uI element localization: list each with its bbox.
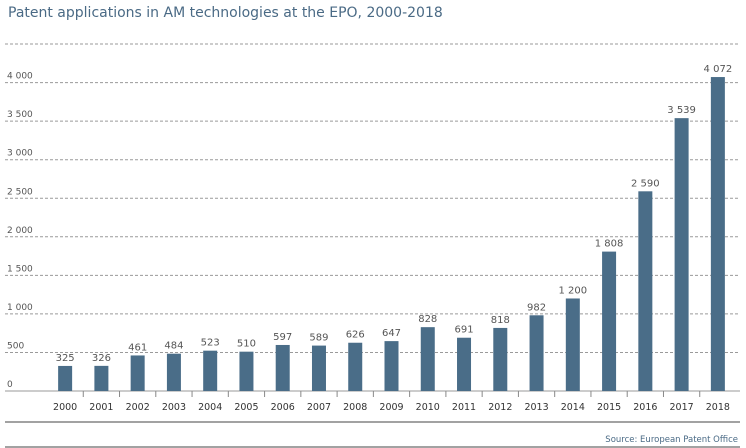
bar <box>384 341 399 391</box>
bar-value-label: 828 <box>418 314 437 325</box>
bar <box>493 327 508 391</box>
x-tick-label: 2008 <box>343 402 367 413</box>
bar-value-label: 484 <box>164 341 183 352</box>
y-tick-label: 1 000 <box>7 303 33 313</box>
bar <box>638 191 653 391</box>
bar <box>565 298 580 391</box>
bar-value-label: 510 <box>237 339 256 350</box>
bar-value-label: 3 539 <box>667 105 696 116</box>
bar-value-label: 647 <box>382 328 401 339</box>
bar-value-label: 1 808 <box>595 239 624 250</box>
x-tick-label: 2014 <box>561 402 585 413</box>
x-tick-label: 2004 <box>198 402 222 413</box>
gridlines <box>5 43 740 392</box>
x-tick-label: 2001 <box>89 402 113 413</box>
bar-value-label: 597 <box>273 332 292 343</box>
y-axis-ticks: 0 500 1 000 1 500 2 000 2 500 3 000 3 500 4 000 <box>7 72 33 390</box>
x-tick-label: 2015 <box>597 402 621 413</box>
bars <box>58 77 725 391</box>
x-tick-label: 2005 <box>234 402 258 413</box>
bar <box>239 351 254 391</box>
bar <box>529 315 544 391</box>
y-tick-label: 1 500 <box>7 264 33 274</box>
x-tick-label: 2007 <box>307 402 331 413</box>
y-tick-label: 3 000 <box>7 149 33 159</box>
x-tick-label: 2009 <box>379 402 403 413</box>
bar-value-label: 2 590 <box>631 178 660 189</box>
x-axis-ticks: 2000 2001 2002 2003 2004 2005 2006 2007 2008 2009… <box>5 391 740 448</box>
chart-title: Patent applications in AM technologies a… <box>8 5 443 21</box>
y-tick-label: 2 500 <box>7 187 33 197</box>
bar <box>602 251 617 391</box>
y-tick-label: 500 <box>7 341 24 351</box>
bar-value-label: 325 <box>56 353 75 364</box>
bar <box>674 118 689 391</box>
bar <box>166 353 181 391</box>
bar <box>130 355 145 391</box>
y-tick-label: 3 500 <box>7 110 33 120</box>
bar-value-label: 691 <box>454 325 473 336</box>
x-tick-label: 2011 <box>452 402 476 413</box>
bar-value-label: 982 <box>527 302 546 313</box>
x-tick-label: 2013 <box>524 402 548 413</box>
source-note: Source: European Patent Office <box>605 435 738 445</box>
y-tick-label: 4 000 <box>7 72 33 82</box>
bar-value-label: 326 <box>92 353 111 364</box>
y-tick-label: 0 <box>7 380 13 390</box>
bar-value-label: 626 <box>346 330 365 341</box>
bar-value-label: 461 <box>128 342 147 353</box>
x-tick-label: 2010 <box>416 402 440 413</box>
x-tick-label: 2016 <box>633 402 657 413</box>
y-tick-label: 2 000 <box>7 226 33 236</box>
bar-value-label: 4 072 <box>704 64 733 75</box>
bar <box>420 327 435 391</box>
bar <box>311 345 326 391</box>
bar <box>94 365 109 391</box>
bar <box>275 344 290 391</box>
bar <box>58 365 73 391</box>
bar <box>203 350 218 391</box>
bar <box>710 77 725 391</box>
x-tick-label: 2006 <box>271 402 295 413</box>
x-tick-label: 2017 <box>670 402 694 413</box>
x-tick-label: 2012 <box>488 402 512 413</box>
bar <box>348 342 363 391</box>
x-tick-label: 2002 <box>126 402 150 413</box>
x-tick-label: 2018 <box>706 402 730 413</box>
x-tick-label: 2003 <box>162 402 186 413</box>
x-tick-label: 2000 <box>53 402 77 413</box>
bar-value-label: 589 <box>309 333 328 344</box>
value-labels: 325 326 461 484 523 510 597 589 626 647 828 691 818 9… <box>56 64 733 364</box>
bar <box>457 337 472 391</box>
bar-value-label: 818 <box>491 315 510 326</box>
bar-value-label: 523 <box>201 338 220 349</box>
bar-value-label: 1 200 <box>558 285 587 296</box>
